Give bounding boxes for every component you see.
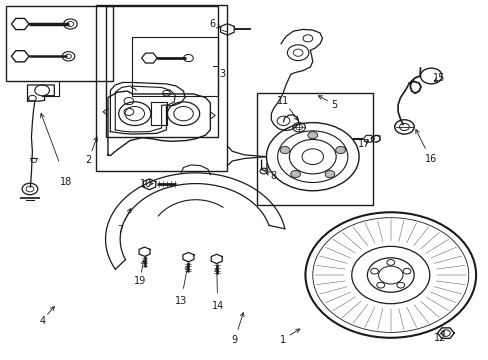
Text: 14: 14	[211, 301, 224, 311]
Circle shape	[325, 171, 334, 178]
Circle shape	[335, 147, 345, 154]
Circle shape	[386, 260, 394, 265]
Text: 13: 13	[175, 296, 187, 306]
Bar	[96, 5, 227, 171]
Circle shape	[376, 282, 384, 288]
Circle shape	[307, 132, 317, 139]
Circle shape	[396, 282, 404, 288]
Text: 11: 11	[277, 96, 289, 106]
Text: 5: 5	[331, 100, 337, 110]
Text: 12: 12	[433, 333, 446, 343]
Circle shape	[402, 268, 410, 274]
Text: 3: 3	[219, 69, 225, 79]
Text: 18: 18	[61, 177, 73, 187]
Text: 10: 10	[140, 179, 152, 189]
Circle shape	[290, 171, 300, 178]
Text: 4: 4	[39, 316, 45, 325]
Text: 16: 16	[424, 154, 436, 164]
Text: 2: 2	[85, 155, 91, 165]
Text: 9: 9	[231, 334, 237, 345]
Text: 19: 19	[133, 276, 145, 286]
Bar	[105, 6, 217, 137]
Circle shape	[370, 268, 378, 274]
Text: 1: 1	[279, 334, 285, 345]
Circle shape	[280, 147, 289, 154]
Text: 6: 6	[209, 19, 215, 29]
Text: 8: 8	[270, 171, 276, 181]
Text: 17: 17	[357, 139, 369, 149]
Bar	[5, 6, 113, 81]
Bar	[256, 93, 372, 205]
Text: 15: 15	[432, 73, 445, 83]
Bar	[132, 37, 217, 96]
Text: 7: 7	[117, 225, 123, 235]
